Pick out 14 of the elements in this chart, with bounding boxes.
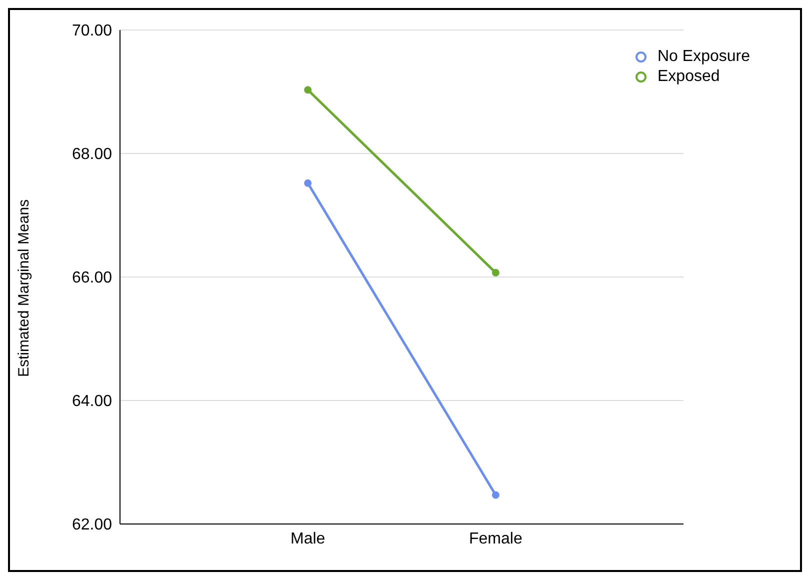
x-tick-label: Male: [290, 530, 326, 548]
point: [492, 491, 500, 499]
y-tick-label: 64.00: [72, 393, 112, 410]
y-axis-title: Estimated Marginal Means: [15, 199, 32, 377]
x-tick-label: Female: [468, 530, 522, 548]
y-tick-label: 68.00: [72, 146, 112, 164]
legend-label: Exposed: [658, 68, 720, 86]
y-tick-label: 62.00: [72, 516, 112, 534]
point: [304, 179, 312, 187]
y-tick-label: 70.00: [72, 22, 112, 40]
y-tick-label: 66.00: [72, 270, 112, 287]
point: [304, 86, 312, 94]
legend-label: No Exposure: [658, 48, 750, 66]
point: [492, 268, 500, 276]
